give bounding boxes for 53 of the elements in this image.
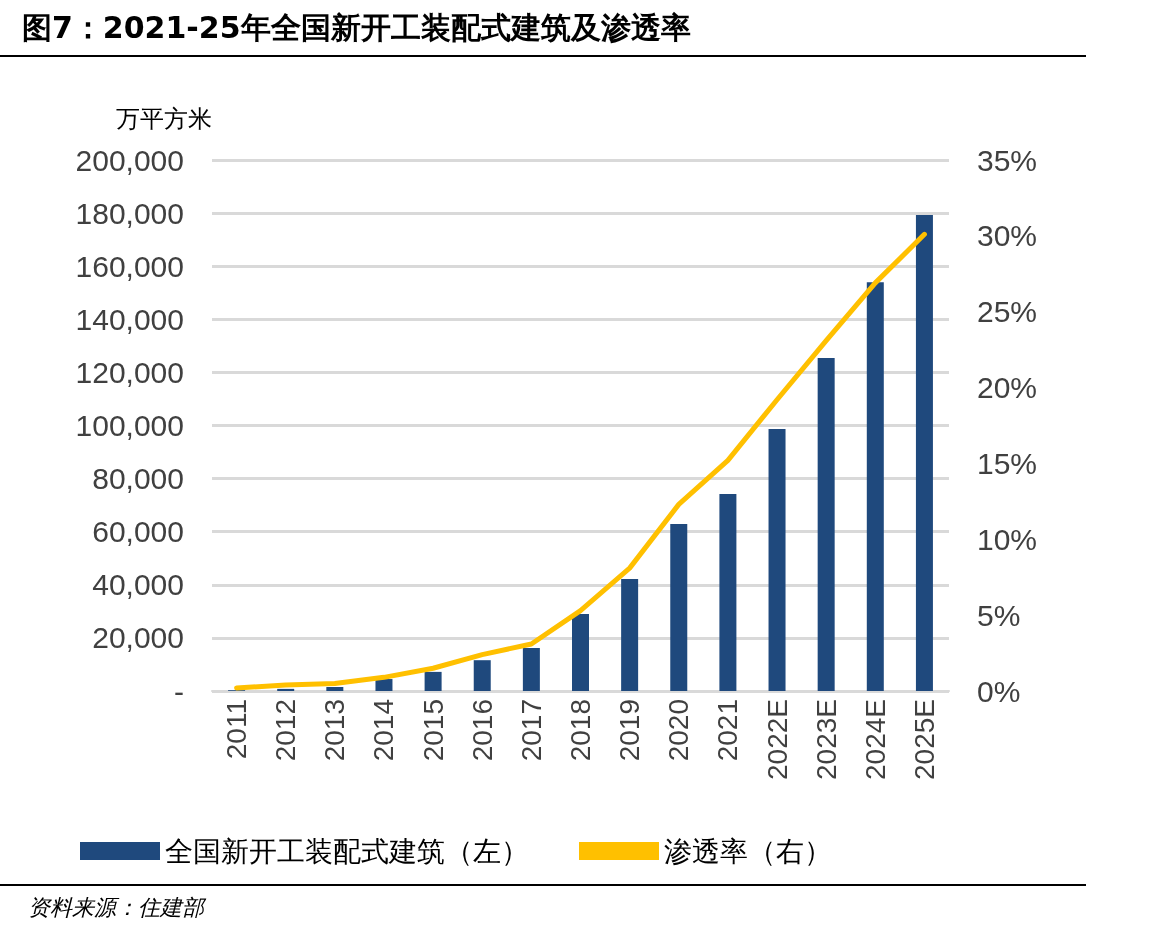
y-tick-label: 180,000	[75, 196, 184, 230]
text: 资料来源：住建部	[28, 894, 204, 922]
x-tick-label: 2015	[417, 699, 449, 762]
bar	[572, 614, 589, 691]
bar	[768, 428, 786, 691]
bar	[719, 494, 737, 691]
x-tick-label: 2018	[565, 699, 596, 762]
y-tick-label: 40,000	[92, 568, 184, 602]
bar	[817, 358, 835, 691]
x-tick-label: 2011	[221, 699, 253, 760]
y-tick-label: 80,000	[92, 462, 184, 496]
x-tick-label: 2017	[515, 699, 547, 762]
y2-tick-label: 35%	[977, 143, 1038, 177]
x-tick-label: 2025E	[908, 699, 940, 780]
bar	[375, 679, 393, 691]
y2-tick-label: 5%	[977, 598, 1021, 632]
y-tick-label: 20,000	[92, 621, 184, 655]
y-tick-label: 100,000	[75, 409, 184, 442]
x-tick-label: 2016	[466, 699, 498, 762]
y2-tick-label: 20%	[977, 371, 1038, 405]
y-tick-label: -	[174, 674, 184, 708]
x-tick-label: 2023E	[810, 699, 842, 780]
x-tick-label: 2019	[614, 699, 646, 762]
bar	[670, 524, 688, 691]
y-tick-label: 200,000	[75, 143, 184, 177]
x-tick-label: 2012	[270, 699, 302, 762]
legend-label: 全国新开工装配式建筑（左）	[165, 835, 529, 867]
bar	[915, 214, 933, 691]
x-tick-label: 2020	[663, 699, 695, 762]
y-tick-label: 120,000	[75, 355, 184, 389]
bar	[277, 688, 295, 691]
y-axis-title: 万平方米	[116, 104, 212, 132]
y2-tick-label: 10%	[977, 522, 1038, 556]
y2-tick-label: 30%	[977, 219, 1038, 253]
y2-tick-label: 0%	[977, 674, 1021, 708]
bar	[473, 660, 491, 691]
x-tick-label: 2013	[319, 699, 351, 762]
bar	[866, 282, 884, 691]
bar	[326, 687, 344, 691]
x-tick-label: 2022E	[761, 699, 793, 780]
y-tick-label: 160,000	[75, 249, 184, 283]
bar	[424, 671, 442, 691]
y-tick-label: 140,000	[75, 302, 184, 336]
x-tick-label: 2014	[368, 699, 400, 762]
y-tick-label: 60,000	[92, 515, 184, 549]
bar	[621, 578, 639, 691]
x-tick-label: 2021	[712, 699, 744, 762]
x-tick-label: 2024E	[859, 699, 891, 780]
y2-tick-label: 25%	[977, 295, 1038, 329]
legend-label: 渗透率（右）	[664, 835, 832, 867]
y2-tick-label: 15%	[977, 446, 1038, 480]
chart-title: 图7：2021-25年全国新开工装配式建筑及渗透率	[22, 9, 691, 47]
bar	[522, 647, 540, 691]
